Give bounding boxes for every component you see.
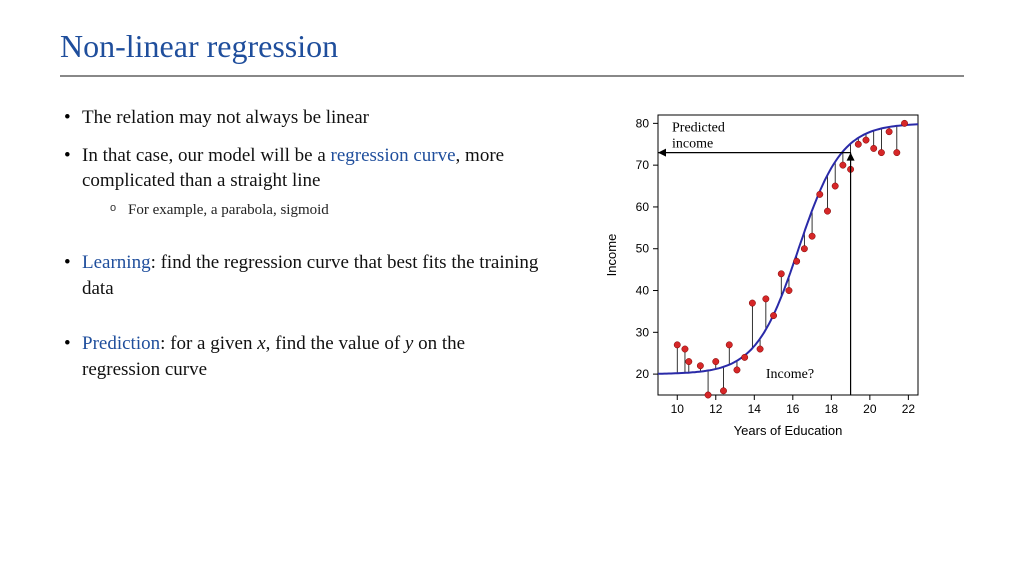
svg-text:40: 40 bbox=[636, 284, 650, 298]
b4-highlight: Prediction bbox=[82, 333, 160, 354]
svg-text:60: 60 bbox=[636, 200, 650, 214]
svg-text:16: 16 bbox=[786, 402, 800, 416]
svg-text:22: 22 bbox=[902, 402, 916, 416]
bullet-1: The relation may not always be linear bbox=[60, 105, 540, 131]
bullet-4: Prediction: for a given x, find the valu… bbox=[60, 331, 540, 382]
b2-highlight: regression curve bbox=[331, 145, 456, 166]
b2-prefix: In that case, our model will be a bbox=[82, 145, 331, 166]
bullet-2-sub: For example, a parabola, sigmoid bbox=[110, 200, 540, 220]
svg-text:20: 20 bbox=[636, 367, 650, 381]
b3-text: : find the regression curve that best fi… bbox=[82, 252, 538, 299]
svg-text:Income?: Income? bbox=[766, 367, 814, 382]
text-column: The relation may not always be linear In… bbox=[60, 105, 540, 443]
svg-text:18: 18 bbox=[825, 402, 839, 416]
bullet-3: Learning: find the regression curve that… bbox=[60, 250, 540, 301]
svg-text:20: 20 bbox=[863, 402, 877, 416]
title-rule bbox=[60, 75, 964, 77]
svg-text:income: income bbox=[672, 137, 713, 152]
svg-text:Predicted: Predicted bbox=[672, 121, 725, 136]
b4-x: x bbox=[257, 333, 265, 354]
svg-text:30: 30 bbox=[636, 325, 650, 339]
svg-text:Years of Education: Years of Education bbox=[734, 423, 843, 438]
chart-container: 10 12 14 16 18 20 22 20 30 40 50 60 70 80 Years of Edu… bbox=[598, 105, 930, 443]
bullet-2: In that case, our model will be a regres… bbox=[60, 143, 540, 221]
b3-highlight: Learning bbox=[82, 252, 151, 273]
bullet-1-text: The relation may not always be linear bbox=[82, 107, 369, 128]
regression-chart: 10 12 14 16 18 20 22 20 30 40 50 60 70 80 Years of Edu… bbox=[598, 105, 930, 443]
svg-text:80: 80 bbox=[636, 116, 650, 130]
svg-text:50: 50 bbox=[636, 242, 650, 256]
b4-a: : for a given bbox=[160, 333, 257, 354]
svg-text:12: 12 bbox=[709, 402, 723, 416]
b2-sub-text: For example, a parabola, sigmoid bbox=[128, 202, 329, 218]
slide-title: Non-linear regression bbox=[60, 28, 964, 65]
svg-text:10: 10 bbox=[671, 402, 685, 416]
svg-text:Income: Income bbox=[604, 234, 619, 277]
svg-text:14: 14 bbox=[748, 402, 762, 416]
b4-b: , find the value of bbox=[266, 333, 405, 354]
svg-text:70: 70 bbox=[636, 158, 650, 172]
